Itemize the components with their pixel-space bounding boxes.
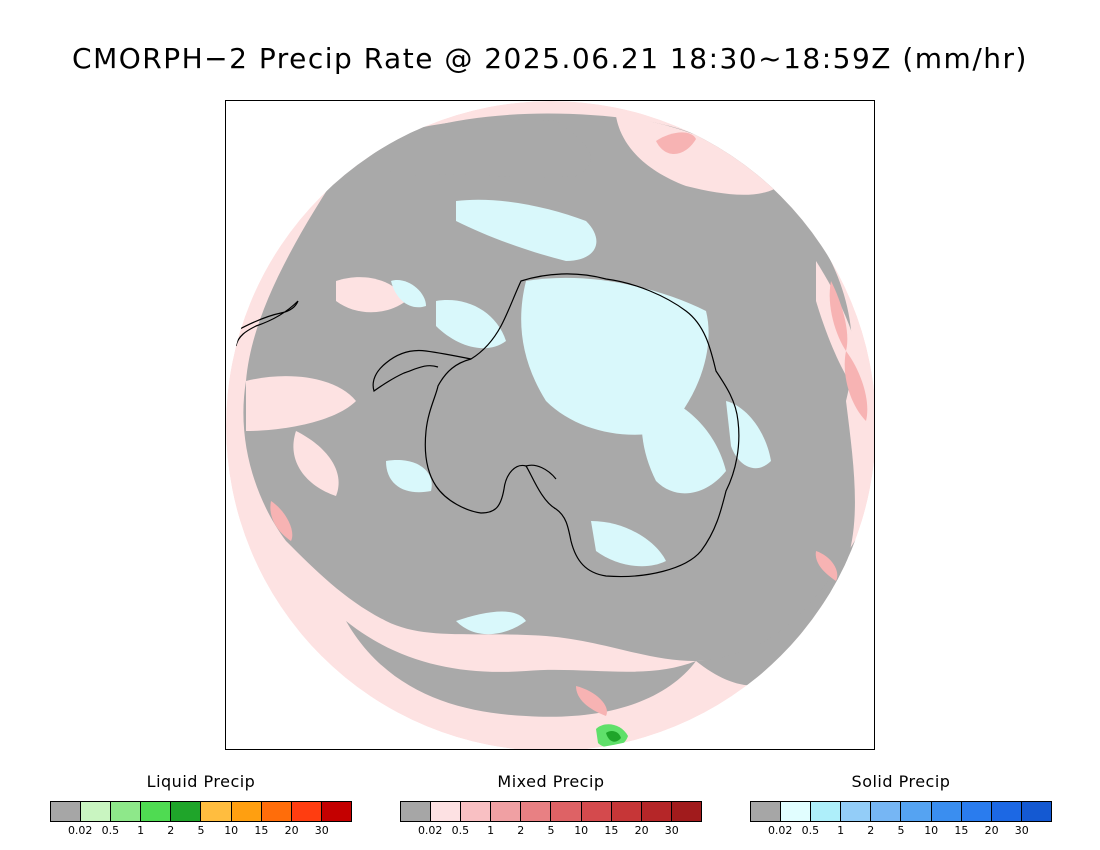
map-title: CMORPH−2 Precip Rate @ 2025.06.21 18:30~… [72, 42, 1028, 75]
liquid-precip-spot-heavy [606, 730, 621, 742]
solid-precip-area [521, 277, 709, 435]
legend-swatch [401, 802, 432, 821]
legend-swatch [201, 802, 232, 821]
legend-tick-label: 10 [574, 824, 589, 837]
legend-tick-label: 10 [224, 824, 239, 837]
legend-swatch [751, 802, 782, 821]
mixed-precip-patch [616, 116, 786, 195]
color-bar [750, 801, 1052, 822]
legend-tick-label: 1 [837, 824, 845, 837]
color-bar [50, 801, 352, 822]
legend-swatch [81, 802, 112, 821]
legend-ticks: 0.02 0.5 1 2 5 10 15 20 30 [750, 822, 1052, 837]
mixed-precip-heavy [270, 501, 293, 541]
legend-mixed: Mixed Precip 0.02 0.5 1 2 5 10 15 20 30 [400, 772, 702, 837]
polar-precip-map [226, 101, 874, 749]
legend-tick-label: 15 [954, 824, 969, 837]
legend-tick-label: 0.02 [67, 824, 93, 837]
legend-tick-label: 15 [604, 824, 619, 837]
legend-swatch [841, 802, 872, 821]
legend-liquid: Liquid Precip 0.02 0.5 1 2 5 10 15 20 30 [50, 772, 352, 837]
legend-tick-label: 30 [664, 824, 679, 837]
legend-swatch [671, 802, 701, 821]
legend-swatch [171, 802, 202, 821]
mixed-precip-patch [246, 376, 356, 431]
legend-swatch [901, 802, 932, 821]
solid-precip-area [386, 460, 432, 493]
legend-swatch [291, 802, 322, 821]
legend-swatch [551, 802, 582, 821]
color-bar [400, 801, 702, 822]
legend-swatch [641, 802, 672, 821]
legend-swatch [51, 802, 82, 821]
legend-swatch [261, 802, 292, 821]
no-precip-region-south [346, 621, 696, 717]
legend-tick-label: 20 [284, 824, 299, 837]
antarctica-coastline [424, 273, 740, 578]
map-frame [225, 100, 875, 750]
legend-tick-label: 1 [487, 824, 495, 837]
legend-tick-label: 30 [314, 824, 329, 837]
legend-tick-label: 2 [167, 824, 175, 837]
mixed-precip-heavy [576, 686, 607, 716]
legend-swatch [991, 802, 1022, 821]
legend-swatch [521, 802, 552, 821]
legend-tick-label: 1 [137, 824, 145, 837]
solid-precip-area [591, 521, 666, 567]
mixed-precip-patch [336, 277, 406, 313]
legend-tick-label: 5 [197, 824, 205, 837]
legend-swatch [431, 802, 462, 821]
solid-precip-area [641, 391, 726, 494]
mixed-precip-heavy [829, 281, 848, 351]
legend-swatch [961, 802, 992, 821]
mixed-precip-heavy [844, 351, 868, 421]
legend-tick-label: 0.02 [767, 824, 793, 837]
no-precip-region-north [372, 119, 591, 178]
precip-disk [226, 101, 874, 749]
solid-precip-area [391, 280, 426, 308]
legend-tick-label: 2 [517, 824, 525, 837]
legend-tick-label: 0.5 [801, 824, 820, 837]
mixed-precip-heavy [656, 132, 696, 154]
legend-swatch [321, 802, 351, 821]
legend-swatch [781, 802, 812, 821]
legend-title: Mixed Precip [497, 772, 605, 791]
legend-ticks: 0.02 0.5 1 2 5 10 15 20 30 [400, 822, 702, 837]
legend-tick-label: 15 [254, 824, 269, 837]
legend-ticks: 0.02 0.5 1 2 5 10 15 20 30 [50, 822, 352, 837]
legend-swatch [491, 802, 522, 821]
legend-tick-label: 10 [924, 824, 939, 837]
mixed-precip-patch [293, 431, 339, 496]
legend-swatch [931, 802, 962, 821]
legend-tick-label: 20 [634, 824, 649, 837]
ross-ice-shelf-coastline [525, 464, 557, 480]
legend-title: Solid Precip [851, 772, 951, 791]
legend-swatch [461, 802, 492, 821]
south-america-coastline [235, 300, 299, 347]
solid-precip-area [456, 199, 597, 261]
legend-tick-label: 2 [867, 824, 875, 837]
legend-tick-label: 20 [984, 824, 999, 837]
legend-swatch [1021, 802, 1051, 821]
legend-title: Liquid Precip [146, 772, 256, 791]
legend-swatch [871, 802, 902, 821]
mixed-precip-heavy [815, 551, 838, 581]
solid-precip-area [436, 300, 506, 349]
legend-swatch [141, 802, 172, 821]
legend-swatch [611, 802, 642, 821]
legend-tick-label: 0.5 [451, 824, 470, 837]
legend-solid: Solid Precip 0.02 0.5 1 2 5 10 15 20 30 [750, 772, 1052, 837]
legend-tick-label: 30 [1014, 824, 1029, 837]
legend-swatch [811, 802, 842, 821]
antarctic-peninsula-coastline [372, 349, 472, 392]
legend-tick-label: 5 [897, 824, 905, 837]
legend-tick-label: 0.02 [417, 824, 443, 837]
solid-precip-area [456, 611, 526, 635]
legend-swatch [111, 802, 142, 821]
legend-tick-label: 5 [547, 824, 555, 837]
legend-swatch [581, 802, 612, 821]
legend-swatch [231, 802, 262, 821]
legend-tick-label: 0.5 [101, 824, 120, 837]
